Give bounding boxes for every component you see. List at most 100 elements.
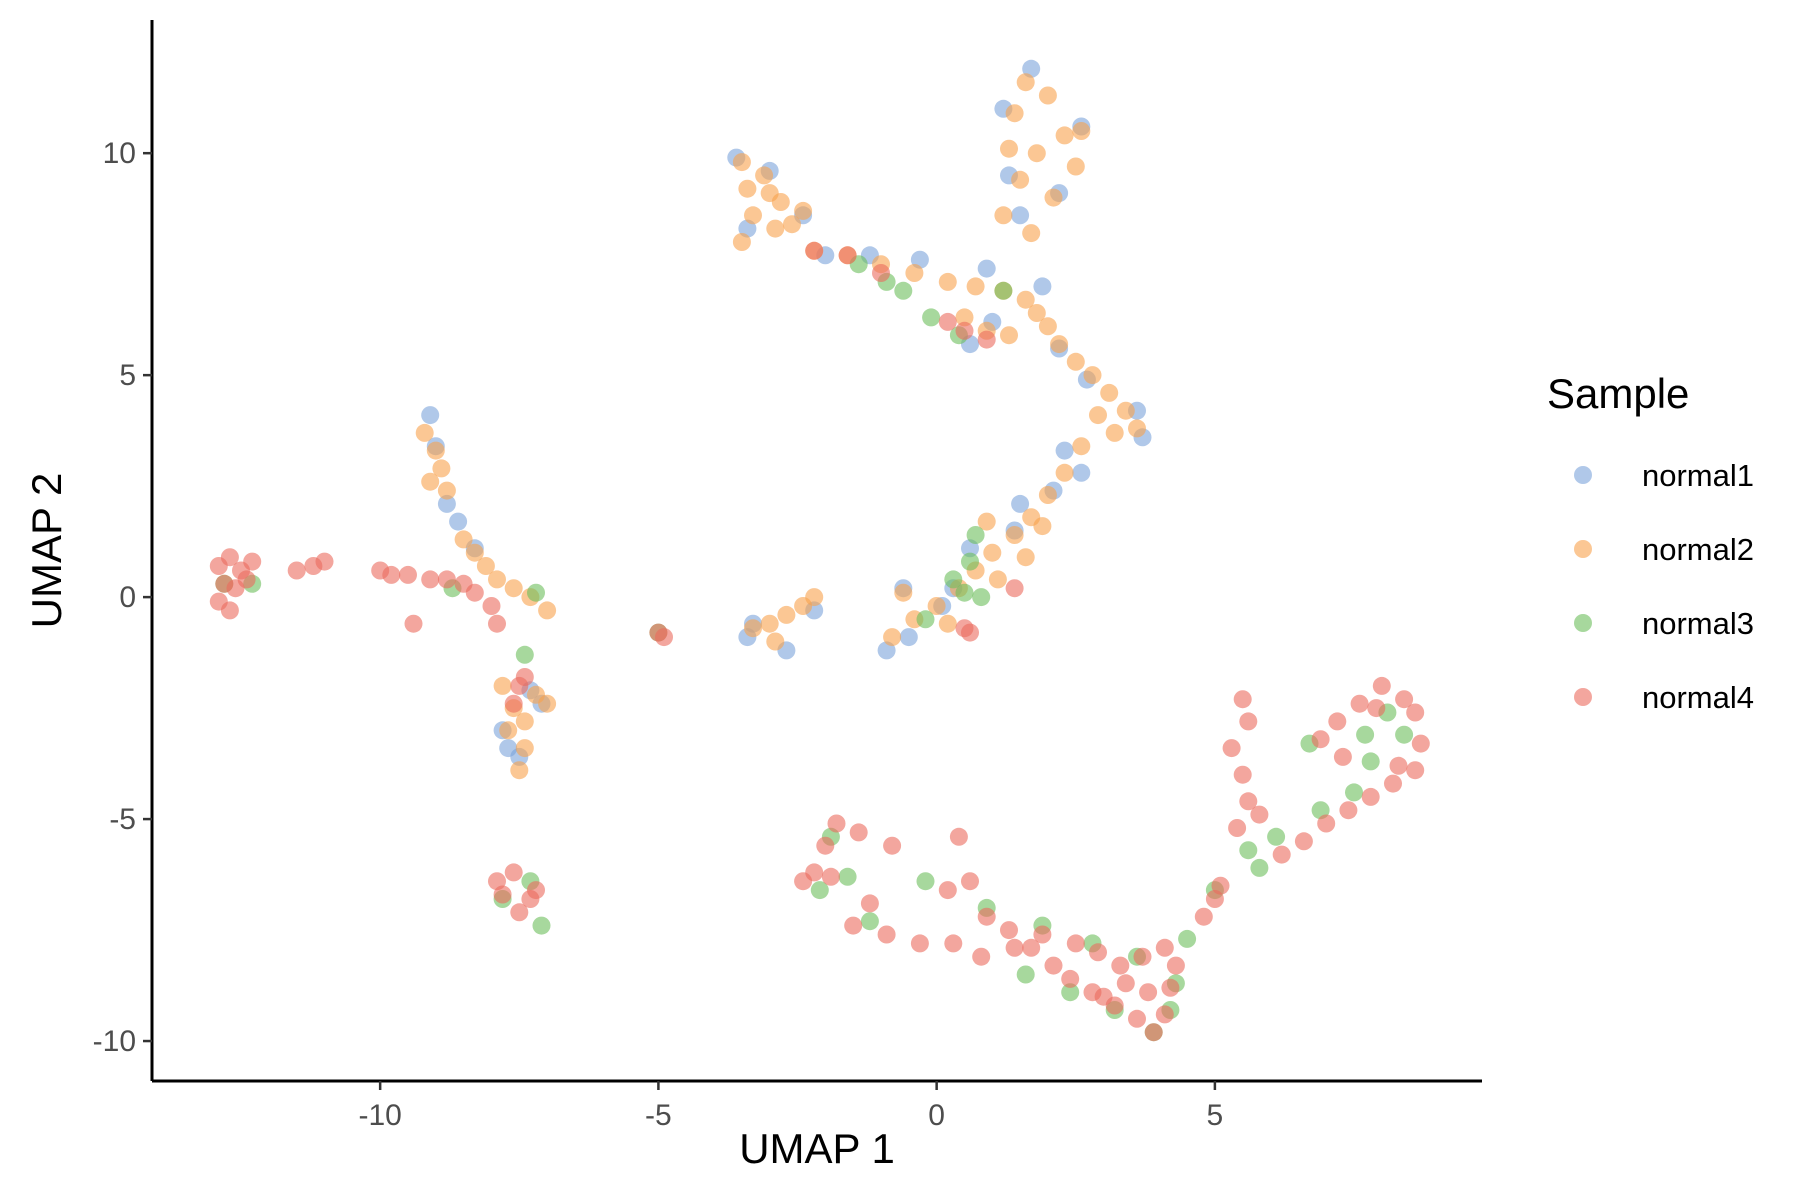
point-normal2-8	[994, 206, 1013, 225]
point-normal2-82	[510, 761, 529, 780]
point-normal2-27	[966, 277, 985, 296]
point-normal4-96	[1406, 761, 1425, 780]
point-normal4-73	[1033, 925, 1052, 944]
point-normal4-52	[910, 934, 929, 953]
legend-label-normal4: normal4	[1642, 680, 1754, 715]
series-normal2	[415, 73, 1146, 780]
point-normal4-25	[504, 694, 523, 713]
point-normal2-14	[738, 179, 757, 198]
point-normal3-33	[1178, 929, 1197, 948]
point-normal4-101	[1350, 694, 1369, 713]
point-normal2-29	[1016, 290, 1035, 309]
point-normal3-12	[515, 645, 534, 664]
series-normal3	[215, 255, 1414, 1042]
legend-item-normal4: normal4	[1574, 680, 1754, 715]
series-normal4	[209, 241, 1430, 1042]
point-normal4-34	[838, 246, 857, 265]
point-normal2-21	[760, 184, 779, 203]
point-normal4-84	[1239, 792, 1258, 811]
point-normal2-73	[476, 557, 495, 575]
point-normal2-19	[766, 219, 785, 238]
point-normal3-36	[1267, 827, 1286, 846]
legend-key-normal4	[1574, 688, 1592, 706]
point-normal4-102	[1328, 712, 1347, 731]
legend-item-normal2: normal2	[1574, 532, 1754, 567]
point-normal4-45	[827, 814, 846, 833]
point-normal3-2	[894, 281, 913, 300]
point-normal4-74	[1005, 938, 1024, 957]
point-normal1-14	[1033, 277, 1052, 296]
point-normal4-90	[1272, 845, 1291, 864]
point-normal3-37	[1250, 858, 1269, 877]
point-normal4-95	[1384, 774, 1402, 793]
point-normal4-49	[860, 894, 879, 913]
point-normal2-34	[1038, 317, 1057, 336]
point-normal4-89	[1250, 805, 1269, 824]
point-normal3-32	[860, 912, 879, 931]
point-normal2-65	[766, 632, 785, 651]
y-tick-label: 5	[119, 359, 136, 392]
point-normal3-44	[1356, 725, 1375, 744]
point-normal4-79	[1094, 987, 1113, 1006]
point-normal4-32	[527, 881, 545, 900]
point-normal2-41	[1105, 423, 1124, 442]
point-normal3-19	[810, 881, 829, 900]
point-normal3-11	[955, 583, 974, 602]
point-normal2-44	[1055, 463, 1074, 482]
point-normal2-57	[1016, 548, 1035, 567]
point-normal2-42	[1089, 406, 1107, 425]
point-normal4-1	[220, 548, 239, 567]
point-normal4-100	[1372, 676, 1391, 695]
point-normal2-53	[883, 628, 902, 647]
point-normal2-61	[760, 614, 779, 633]
point-normal2-10	[1072, 122, 1091, 140]
point-normal3-31	[1016, 965, 1035, 984]
point-normal2-26	[938, 272, 957, 291]
point-normal1-23	[1011, 494, 1030, 513]
point-normal4-28	[504, 863, 523, 882]
point-normal3-40	[1345, 783, 1363, 802]
point-normal2-33	[1027, 304, 1046, 322]
point-normal4-65	[1155, 1005, 1174, 1024]
point-normal4-106	[1367, 699, 1386, 718]
point-normal4-40	[961, 623, 979, 642]
point-normal2-66	[415, 423, 434, 442]
point-normal4-11	[315, 552, 334, 571]
point-normal4-83	[1228, 819, 1247, 837]
point-normal4-77	[1116, 974, 1135, 993]
point-normal2-58	[1033, 517, 1052, 536]
legend-key-normal3	[1574, 614, 1592, 632]
point-normal2-17	[783, 215, 801, 234]
point-normal3-41	[1361, 752, 1380, 771]
point-normal4-68	[1155, 938, 1174, 957]
point-normal2-62	[777, 605, 796, 624]
point-normal4-15	[421, 570, 440, 589]
point-normal2-38	[1100, 383, 1119, 402]
point-normal4-6	[237, 570, 256, 589]
point-normal2-60	[744, 619, 762, 638]
legend-label-normal3: normal3	[1642, 606, 1754, 641]
point-normal4-51	[877, 925, 896, 944]
point-normal4-85	[1233, 765, 1252, 784]
point-normal2-32	[1000, 326, 1018, 345]
point-normal1-38	[437, 494, 456, 513]
point-normal2-64	[805, 588, 824, 607]
point-normal4-80	[1194, 907, 1213, 926]
point-normal1-22	[1072, 463, 1091, 482]
point-normal3-8	[944, 570, 963, 589]
point-normal4-55	[961, 872, 979, 891]
point-normal4-47	[883, 836, 902, 855]
point-normal4-86	[1222, 739, 1241, 758]
point-normal4-105	[1389, 756, 1408, 775]
point-normal4-97	[1411, 734, 1430, 753]
point-normal2-30	[955, 308, 974, 327]
point-normal2-20	[794, 201, 813, 220]
point-normal4-19	[482, 597, 501, 615]
point-normal4-23	[655, 628, 673, 647]
point-normal2-78	[493, 676, 512, 695]
legend-label-normal1: normal1	[1642, 458, 1754, 493]
point-normal2-48	[983, 543, 1002, 562]
point-normal4-82	[1211, 876, 1230, 895]
